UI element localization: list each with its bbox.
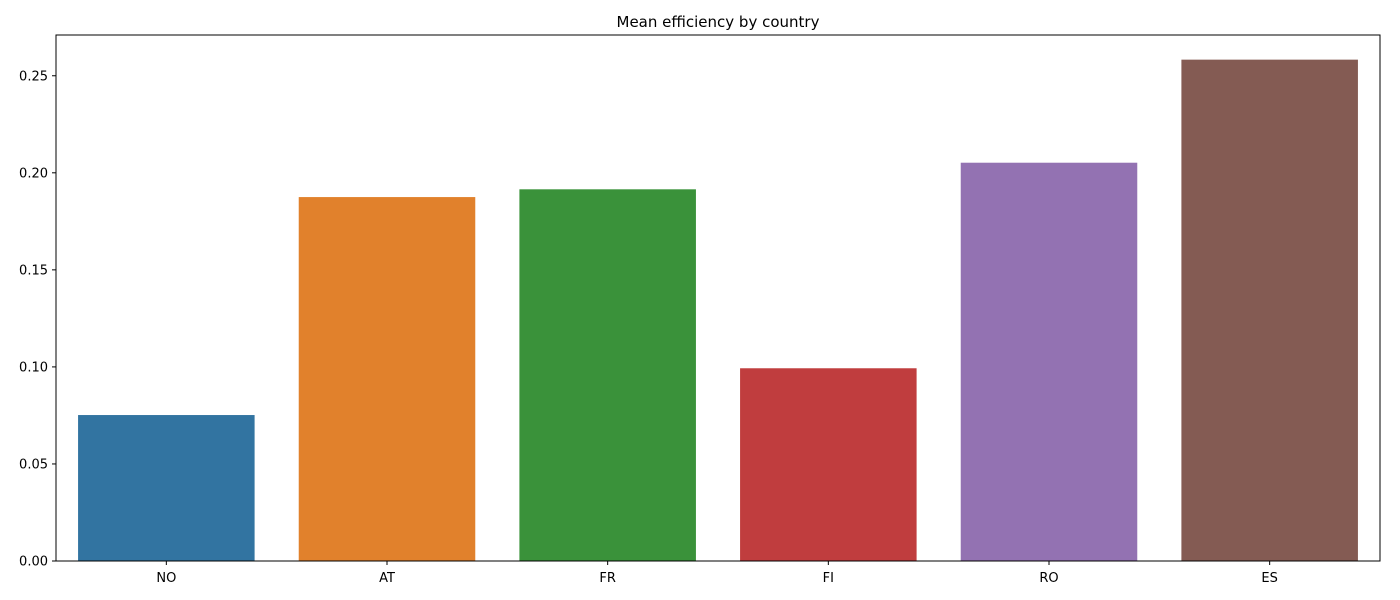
x-tick-label-fi: FI [823, 571, 834, 586]
x-axis: NO AT FR FI RO ES [156, 561, 1278, 586]
y-tick-label: 0.05 [19, 457, 48, 472]
x-tick-label-no: NO [156, 571, 176, 586]
x-tick-label-at: AT [379, 571, 395, 586]
y-tick-label: 0.00 [19, 555, 48, 570]
plot-frame [55, 34, 1381, 562]
x-tick-label-fr: FR [599, 571, 616, 586]
y-tick-label: 0.20 [19, 166, 48, 181]
bar-fi [740, 368, 917, 561]
y-tick-label: 0.25 [19, 69, 48, 84]
y-axis: 0.00 0.05 0.10 0.15 0.20 0.25 [19, 69, 56, 570]
y-tick-label: 0.10 [19, 360, 48, 375]
y-tick-label: 0.15 [19, 263, 48, 278]
bar-ro [960, 162, 1138, 561]
bars-layer [78, 59, 1358, 562]
x-tick-label-es: ES [1261, 571, 1277, 586]
bar-fr [519, 189, 696, 561]
bar-at [298, 197, 476, 561]
x-tick-label-ro: RO [1039, 571, 1058, 586]
chart-title: Mean efficiency by country [617, 13, 820, 31]
bar-es [1181, 59, 1358, 562]
bar-no [78, 415, 255, 561]
